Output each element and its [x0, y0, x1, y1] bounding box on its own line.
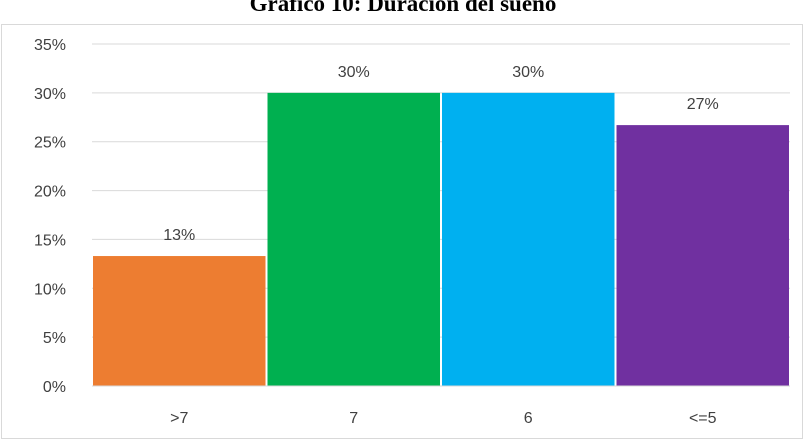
x-tick-label: <=5: [689, 410, 717, 427]
y-tick-label: 35%: [34, 37, 66, 54]
y-tick-label: 30%: [34, 86, 66, 103]
data-label: 13%: [163, 227, 195, 244]
y-tick-label: 0%: [43, 379, 66, 396]
chart-title: Gráfico 10: Duración del sueño: [249, 0, 557, 16]
data-label: 30%: [338, 64, 370, 81]
bar: [267, 92, 440, 386]
chart-frame: [1, 24, 803, 439]
y-tick-label: 5%: [43, 330, 66, 347]
bar: [616, 125, 789, 387]
y-tick-label: 20%: [34, 184, 66, 201]
y-tick-label: 10%: [34, 281, 66, 298]
y-tick-label: 15%: [34, 232, 66, 249]
y-tick-label: 25%: [34, 135, 66, 152]
bar: [442, 92, 615, 386]
x-tick-label: >7: [170, 410, 188, 427]
bar: [93, 256, 266, 386]
data-label: 27%: [687, 96, 719, 113]
x-tick-label: 6: [524, 410, 533, 427]
data-label: 30%: [512, 64, 544, 81]
x-tick-label: 7: [349, 410, 358, 427]
